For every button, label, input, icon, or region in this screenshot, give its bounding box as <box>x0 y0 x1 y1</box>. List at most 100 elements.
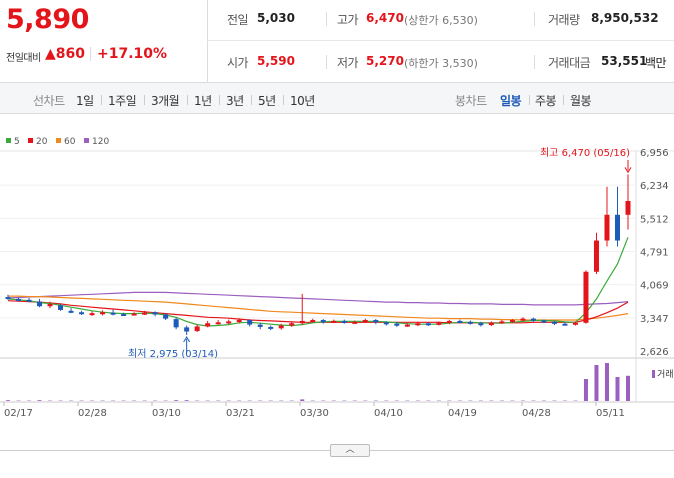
divider <box>219 95 220 105</box>
volume-label: 거래 <box>657 369 674 380</box>
legend-label-5: 5 <box>14 137 20 147</box>
legend-label-60: 60 <box>64 137 76 147</box>
volume-bar <box>615 377 620 401</box>
candle-body <box>100 312 106 315</box>
candle-body <box>499 321 505 324</box>
candle-body <box>299 320 305 324</box>
low-arrow-head <box>183 335 191 343</box>
divider <box>90 47 91 61</box>
period-10y-button[interactable]: 10년 <box>290 94 315 108</box>
legend-swatch-5 <box>6 138 11 143</box>
volume-label: 거래량 <box>548 13 580 27</box>
candle-body <box>121 314 127 317</box>
high-arrow-head <box>624 167 632 174</box>
legend-swatch-60 <box>56 138 61 143</box>
candle-body <box>131 313 137 316</box>
period-3y-button[interactable]: 3년 <box>226 94 244 108</box>
x-tick-label: 04/19 <box>448 408 477 419</box>
legend-label-20: 20 <box>36 137 48 147</box>
chart-grid <box>0 150 674 403</box>
x-tick-label: 03/30 <box>300 408 329 419</box>
divider <box>207 40 674 41</box>
amount-unit: 백만 <box>645 56 667 70</box>
candle-body <box>614 214 620 241</box>
period-1y-button[interactable]: 1년 <box>194 94 212 108</box>
amount-label: 거래대금 <box>548 56 591 70</box>
candle-body <box>530 318 536 321</box>
weekly-candle-button[interactable]: 주봉 <box>535 94 557 108</box>
period-5y-button[interactable]: 5년 <box>258 94 276 108</box>
candle-body <box>257 324 263 327</box>
period-toolbar <box>0 83 674 114</box>
period-1w-button[interactable]: 1주일 <box>108 94 137 108</box>
candle-body <box>236 320 242 323</box>
y-tick-label: 4,791 <box>640 248 669 259</box>
daily-candle-button[interactable]: 일봉 <box>500 94 522 108</box>
candle-body <box>362 320 368 323</box>
legend-swatch-120 <box>84 138 89 143</box>
x-tick-label: 05/11 <box>596 408 625 419</box>
candle-body <box>268 326 274 329</box>
monthly-candle-button[interactable]: 월봉 <box>570 94 592 108</box>
high-annotation: 최고 6,470 (05/16) <box>540 147 630 159</box>
amount-value: 53,551 <box>601 54 648 68</box>
collapse-toggle[interactable]: ︿ <box>330 444 370 457</box>
candle-body <box>215 322 221 325</box>
divider <box>326 12 327 26</box>
x-tick-label: 03/10 <box>152 408 181 419</box>
candle-body <box>310 320 316 323</box>
volume-bar <box>604 363 609 401</box>
price-chart[interactable]: 5 20 60 120 6,956 6,234 5,512 4,791 4,069 3,347 2… <box>0 114 674 444</box>
candle-body <box>520 318 526 321</box>
volume-bar <box>37 400 42 401</box>
candle-body <box>89 313 95 316</box>
y-tick-label: 6,234 <box>640 181 669 192</box>
candle-body <box>572 322 578 325</box>
candle-body <box>16 298 22 301</box>
legend-label-120: 120 <box>92 137 109 147</box>
y-tick-label: 4,069 <box>640 281 669 292</box>
candle-body <box>551 321 557 324</box>
candle-body <box>404 324 410 327</box>
candle-body <box>152 312 158 315</box>
candle-body <box>425 323 431 326</box>
divider <box>144 95 145 105</box>
open-label: 시가 <box>227 56 249 70</box>
candle-body <box>383 322 389 325</box>
candle-body <box>331 320 337 323</box>
candle-body <box>194 326 200 332</box>
change-percent: +17.10% <box>97 46 168 62</box>
candle-body <box>583 271 589 323</box>
candle-body <box>509 320 515 323</box>
change-label: 전일대비 <box>6 53 41 64</box>
divider <box>283 95 284 105</box>
period-1d-button[interactable]: 1일 <box>76 94 94 108</box>
quote-header <box>0 0 674 83</box>
ma-120-line <box>7 291 629 306</box>
legend-swatch-20 <box>28 138 33 143</box>
volume-bar <box>583 379 588 401</box>
candles <box>5 174 631 335</box>
candle-body <box>352 321 358 324</box>
candle-body <box>562 323 568 326</box>
candle-body <box>289 323 295 326</box>
candle-body <box>394 323 400 326</box>
candle-body <box>163 314 169 319</box>
candle-chart-label: 봉차트 <box>455 94 487 108</box>
x-tick-label: 03/21 <box>226 408 255 419</box>
period-3m-button[interactable]: 3개월 <box>151 94 180 108</box>
y-tick-label: 2,626 <box>640 347 669 358</box>
candle-body <box>604 214 610 241</box>
candle-body <box>68 310 74 313</box>
candle-body <box>37 301 43 307</box>
candle-body <box>5 297 11 300</box>
high-label: 고가 <box>337 13 359 27</box>
x-tick-label: 04/10 <box>374 408 403 419</box>
divider <box>529 95 530 105</box>
divider <box>534 55 535 69</box>
candle-body <box>58 305 64 310</box>
candle-body <box>247 320 253 325</box>
volume-bar <box>184 400 189 401</box>
volume-bar <box>594 365 599 401</box>
volume-bar <box>300 399 305 401</box>
